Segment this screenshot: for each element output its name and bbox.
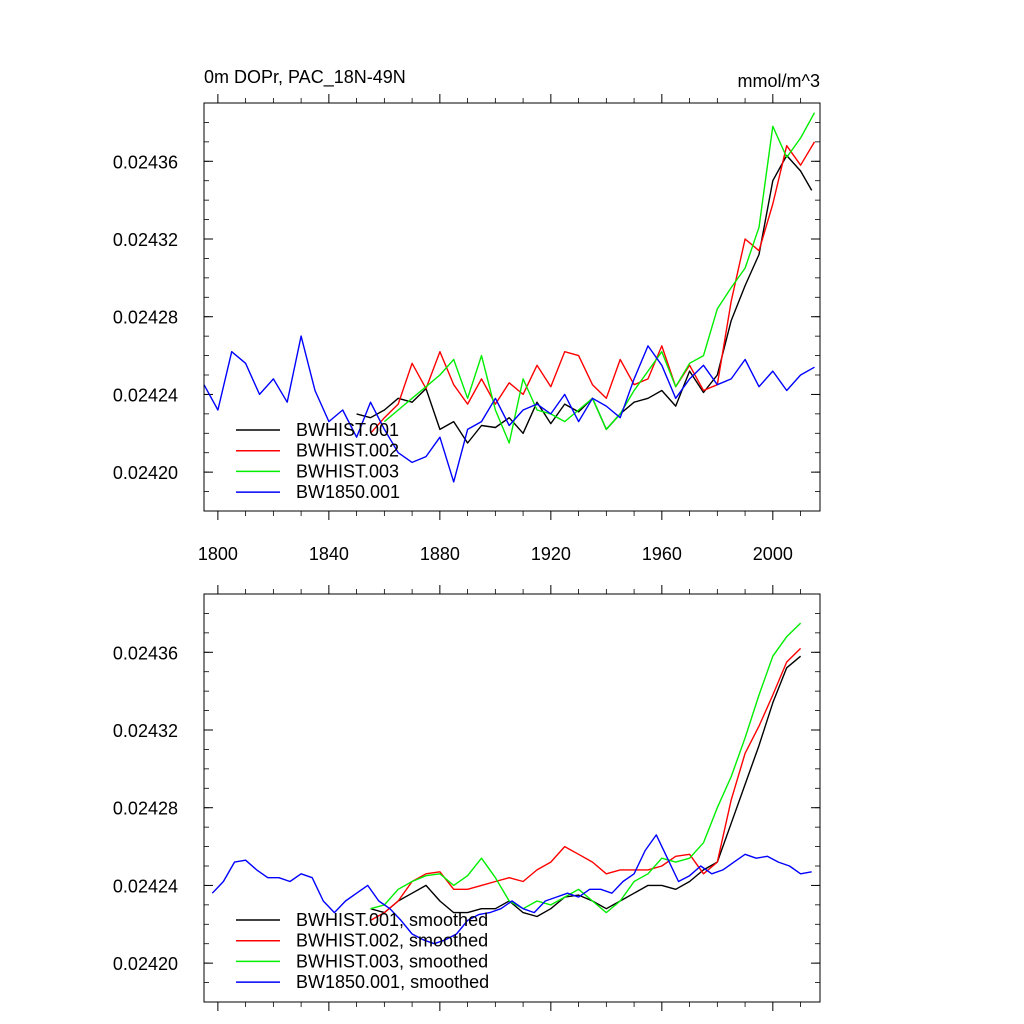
units-label: mmol/m^3	[738, 71, 820, 91]
y-tick-label: 0.02420	[113, 954, 178, 974]
x-tick-label: 1960	[642, 544, 682, 564]
legend-label: BWHIST.001	[296, 420, 399, 440]
series-line-4	[211, 834, 812, 945]
y-tick-label: 0.02436	[113, 643, 178, 663]
top-axes: 0.02420 0.02424 0.02428 0.02432 0.02436 1800 1…	[113, 94, 820, 564]
y-tick-label: 0.02432	[113, 721, 178, 741]
bottom-panel: 0.02420 0.02424 0.02428 0.02432 0.02436 BWHI…	[113, 585, 821, 1011]
series-line-1	[370, 655, 802, 918]
x-tick-label: 1920	[531, 544, 571, 564]
series-line-3	[383, 112, 816, 444]
y-tick-label: 0.02428	[113, 799, 178, 819]
legend-label: BWHIST.003, smoothed	[296, 951, 488, 971]
legend-label: BWHIST.003	[296, 461, 399, 481]
x-tick-label: 1800	[198, 544, 238, 564]
x-tick-label: 2000	[753, 544, 793, 564]
top-plot-frame	[203, 102, 821, 512]
bottom-plot-frame	[203, 593, 821, 1003]
x-tick-label: 1840	[309, 544, 349, 564]
legend-label: BWHIST.002	[296, 441, 399, 461]
x-tick-label: 1880	[420, 544, 460, 564]
bottom-axes: 0.02420 0.02424 0.02428 0.02432 0.02436	[113, 585, 820, 1011]
legend-label: BW1850.001	[296, 482, 400, 502]
y-tick-label: 0.02424	[113, 385, 178, 405]
y-tick-label: 0.02424	[113, 876, 178, 896]
top-panel: 0m DOPr, PAC_18N-49N mmol/m^3 0.024200.0…	[113, 67, 821, 564]
legend-label: BW1850.001, smoothed	[296, 972, 489, 992]
legend-label: BWHIST.001, smoothed	[296, 910, 488, 930]
y-tick-label: 0.02432	[113, 230, 178, 250]
series-line-3	[370, 622, 802, 914]
chart-title: 0m DOPr, PAC_18N-49N	[204, 67, 406, 88]
y-tick-label: 0.02436	[113, 152, 178, 172]
series-line-2	[370, 647, 802, 922]
series-line-4	[203, 335, 815, 483]
bottom-series-group	[211, 622, 812, 945]
series-line-2	[369, 141, 816, 434]
legend-label: BWHIST.002, smoothed	[296, 931, 488, 951]
series-line-1	[356, 154, 813, 444]
y-tick-label: 0.02428	[113, 308, 178, 328]
top-series-group	[203, 112, 816, 483]
y-tick-label: 0.02420	[113, 463, 178, 483]
